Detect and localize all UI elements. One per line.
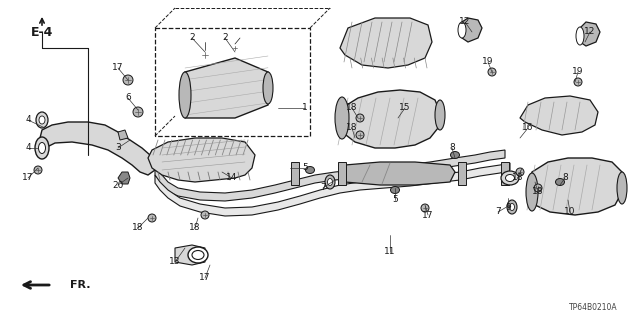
Ellipse shape: [39, 116, 45, 124]
Polygon shape: [458, 162, 466, 185]
Text: 19: 19: [572, 68, 584, 76]
Text: FR.: FR.: [70, 280, 90, 290]
Text: 6: 6: [125, 93, 131, 102]
Ellipse shape: [435, 100, 445, 130]
Text: 18: 18: [532, 188, 544, 196]
Circle shape: [34, 166, 42, 174]
Text: 10: 10: [564, 207, 576, 217]
Circle shape: [123, 75, 133, 85]
Circle shape: [356, 114, 364, 122]
Ellipse shape: [576, 27, 584, 45]
Ellipse shape: [35, 137, 49, 159]
Polygon shape: [338, 90, 440, 148]
Text: 16: 16: [522, 124, 534, 132]
Circle shape: [133, 107, 143, 117]
Ellipse shape: [507, 200, 517, 214]
Text: 17: 17: [422, 211, 434, 220]
Text: 17: 17: [22, 173, 34, 182]
Text: 15: 15: [399, 103, 411, 113]
Circle shape: [516, 168, 524, 176]
Text: 5: 5: [392, 196, 398, 204]
Polygon shape: [460, 18, 482, 42]
Text: 1: 1: [302, 103, 308, 113]
Text: E-4: E-4: [31, 26, 53, 38]
Circle shape: [421, 204, 429, 212]
Ellipse shape: [458, 22, 466, 38]
Text: 18: 18: [346, 103, 358, 113]
Text: 4: 4: [25, 143, 31, 153]
Ellipse shape: [617, 172, 627, 204]
Polygon shape: [118, 130, 128, 140]
Ellipse shape: [328, 179, 333, 186]
Circle shape: [231, 44, 239, 52]
Ellipse shape: [556, 179, 564, 186]
Text: 19: 19: [483, 58, 493, 67]
Ellipse shape: [188, 247, 208, 263]
Text: 17: 17: [112, 63, 124, 73]
Ellipse shape: [263, 72, 273, 104]
Circle shape: [356, 131, 364, 139]
Text: 18: 18: [512, 173, 524, 182]
Polygon shape: [338, 162, 346, 185]
Polygon shape: [38, 122, 155, 175]
Polygon shape: [501, 162, 509, 185]
Ellipse shape: [305, 166, 314, 173]
Text: 11: 11: [384, 247, 396, 257]
Polygon shape: [528, 158, 622, 215]
Text: 7: 7: [320, 183, 326, 193]
Text: 4: 4: [25, 116, 31, 124]
Text: 3: 3: [115, 143, 121, 153]
Polygon shape: [155, 163, 510, 216]
Text: 20: 20: [112, 180, 124, 189]
Polygon shape: [175, 245, 205, 265]
Polygon shape: [118, 172, 130, 184]
Text: 8: 8: [449, 143, 455, 153]
Text: 13: 13: [169, 258, 180, 267]
Ellipse shape: [451, 151, 460, 158]
Circle shape: [200, 50, 210, 60]
Text: 8: 8: [562, 173, 568, 182]
Polygon shape: [340, 162, 455, 185]
Polygon shape: [155, 150, 505, 201]
Text: 18: 18: [132, 223, 144, 233]
Text: 14: 14: [227, 173, 237, 182]
Ellipse shape: [335, 97, 349, 139]
Circle shape: [148, 214, 156, 222]
Text: 12: 12: [584, 28, 596, 36]
Ellipse shape: [325, 175, 335, 189]
Circle shape: [534, 184, 542, 192]
Ellipse shape: [501, 171, 519, 185]
Polygon shape: [291, 162, 299, 185]
Text: 5: 5: [302, 164, 308, 172]
Text: 2: 2: [189, 34, 195, 43]
Text: 18: 18: [346, 124, 358, 132]
Ellipse shape: [509, 204, 515, 211]
Ellipse shape: [38, 142, 45, 154]
Polygon shape: [340, 18, 432, 68]
Text: 9: 9: [505, 204, 511, 212]
Polygon shape: [578, 22, 600, 46]
Text: 12: 12: [460, 18, 470, 27]
Text: TP64B0210A: TP64B0210A: [570, 303, 618, 312]
Ellipse shape: [179, 72, 191, 118]
Ellipse shape: [36, 112, 48, 128]
Ellipse shape: [506, 174, 515, 181]
Text: 17: 17: [199, 274, 211, 283]
Ellipse shape: [526, 173, 538, 211]
Circle shape: [201, 211, 209, 219]
Bar: [155, 28, 310, 136]
Ellipse shape: [192, 251, 204, 260]
Polygon shape: [148, 138, 255, 182]
Polygon shape: [185, 58, 268, 118]
Text: 2: 2: [222, 34, 228, 43]
Text: 7: 7: [495, 207, 501, 217]
Circle shape: [488, 68, 496, 76]
Circle shape: [574, 78, 582, 86]
Polygon shape: [520, 96, 598, 135]
Ellipse shape: [390, 187, 399, 194]
Text: 18: 18: [189, 223, 201, 233]
